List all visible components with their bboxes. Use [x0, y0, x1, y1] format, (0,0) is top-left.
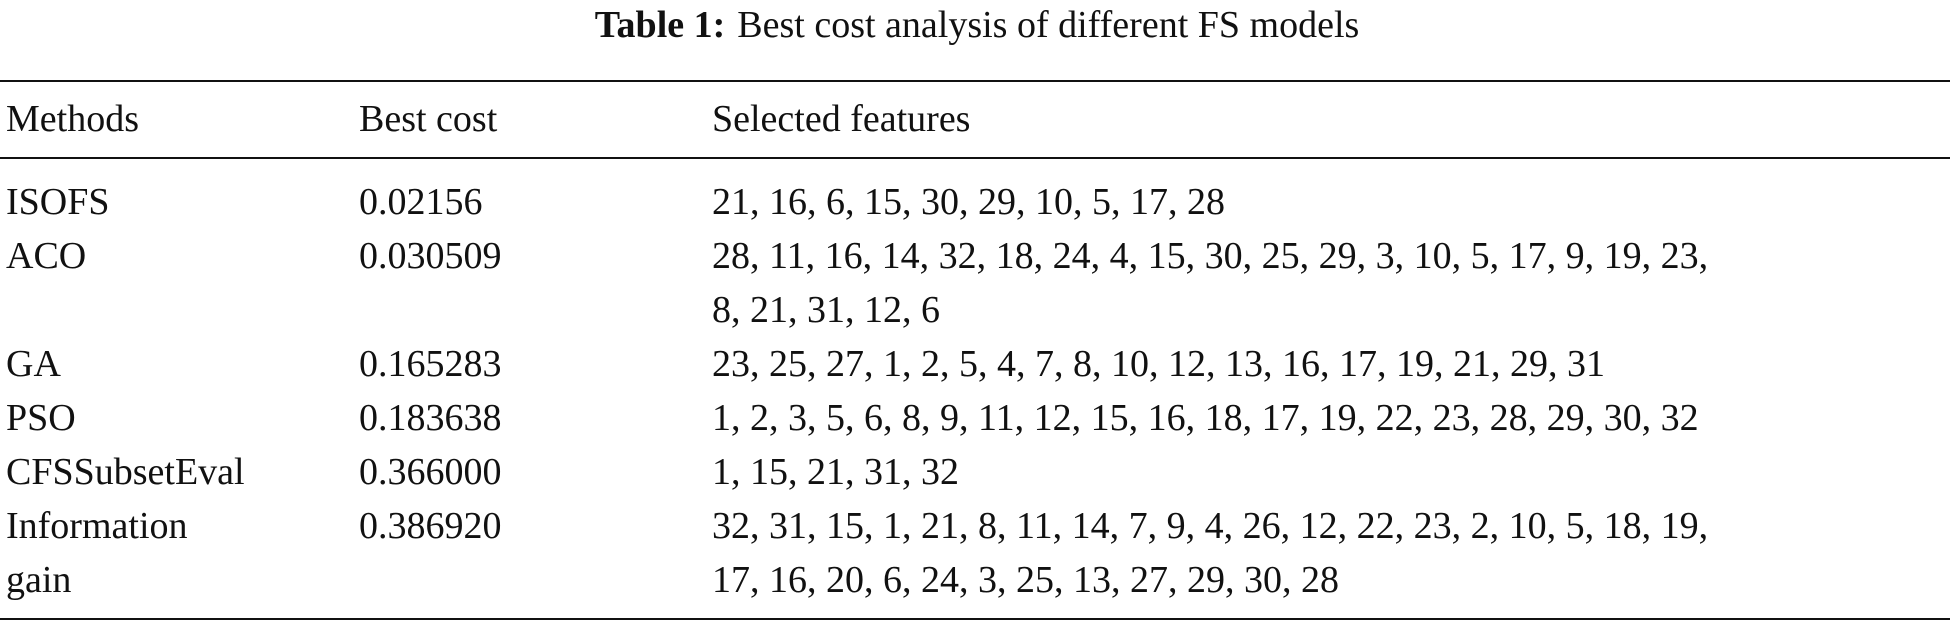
features-cell: 32, 31, 15, 1, 21, 8, 11, 14, 7, 9, 4, 2… — [712, 505, 1709, 547]
caption-text: Best cost analysis of different FS model… — [737, 4, 1360, 46]
features-cell: 8, 21, 31, 12, 6 — [712, 289, 940, 331]
method-cell: GA — [6, 343, 61, 385]
bottom-rule — [0, 618, 1950, 620]
method-cell: ISOFS — [6, 181, 110, 223]
top-rule — [0, 80, 1950, 82]
method-cell: CFSSubsetEval — [6, 451, 245, 493]
features-cell: 28, 11, 16, 14, 32, 18, 24, 4, 15, 30, 2… — [712, 235, 1709, 277]
method-cell: Information — [6, 505, 188, 547]
column-header: Methods — [6, 98, 139, 140]
column-header: Best cost — [359, 98, 498, 140]
column-header: Selected features — [712, 98, 971, 140]
method-cell: ACO — [6, 235, 87, 277]
caption-label: Table 1: — [594, 4, 726, 46]
header-rule — [0, 157, 1950, 159]
best-cost-cell: 0.366000 — [359, 451, 502, 493]
best-cost-cell: 0.183638 — [359, 397, 502, 439]
table-caption: Table 1: Best cost analysis of different … — [0, 0, 1954, 50]
features-cell: 1, 15, 21, 31, 32 — [712, 451, 959, 493]
best-cost-cell: 0.165283 — [359, 343, 502, 385]
features-cell: 23, 25, 27, 1, 2, 5, 4, 7, 8, 10, 12, 13… — [712, 343, 1605, 385]
features-cell: 17, 16, 20, 6, 24, 3, 25, 13, 27, 29, 30… — [712, 559, 1339, 601]
features-cell: 1, 2, 3, 5, 6, 8, 9, 11, 12, 15, 16, 18,… — [712, 397, 1699, 439]
method-cell: gain — [6, 559, 72, 601]
features-cell: 21, 16, 6, 15, 30, 29, 10, 5, 17, 28 — [712, 181, 1225, 223]
method-cell: PSO — [6, 397, 76, 439]
best-cost-cell: 0.02156 — [359, 181, 483, 223]
best-cost-cell: 0.030509 — [359, 235, 502, 277]
best-cost-cell: 0.386920 — [359, 505, 502, 547]
